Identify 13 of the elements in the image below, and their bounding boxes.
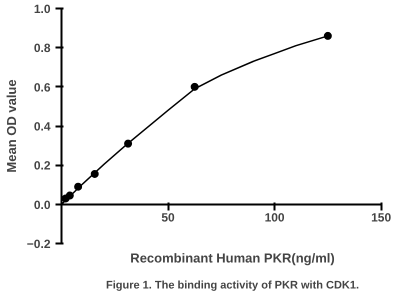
y-tick-label: 0.0 (34, 198, 51, 212)
y-axis-title: Mean OD value (4, 79, 19, 173)
y-tick-label: 0.6 (34, 80, 51, 94)
x-tick-label: 150 (371, 210, 392, 224)
caption: Figure 1. The binding activity of PKR with CDK1. (106, 280, 360, 292)
y-tick-label: −0.2 (26, 237, 51, 251)
y-tick-label: 0.4 (34, 120, 51, 134)
y-tick-label: 0.2 (34, 158, 51, 173)
x-tick-label: 100 (264, 210, 285, 224)
y-tick-label: 0.8 (34, 41, 51, 56)
y-tick-label: 1.0 (34, 2, 51, 16)
x-tick-label: 50 (161, 210, 176, 224)
x-axis-title: Recombinant Human PKR(ng/ml) (130, 250, 335, 266)
